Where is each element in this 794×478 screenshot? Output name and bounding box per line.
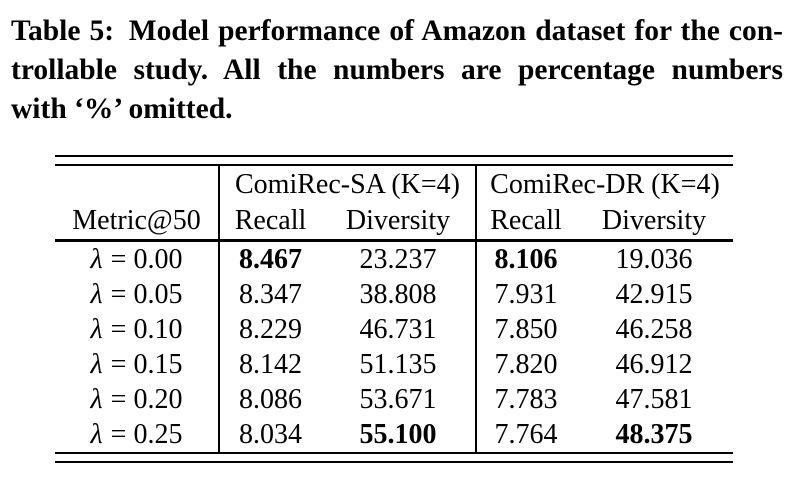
col-header-sa-recall: Recall [218, 203, 321, 239]
value-cell-sa-recall: 8.347 [218, 277, 321, 312]
table-caption: Table 5: Model performance of Amazon dat… [11, 12, 783, 129]
header-separator-rule [55, 239, 733, 242]
value-cell-sa-diversity: 51.135 [359, 348, 437, 380]
value-cell-dr-diversity: 19.036 [615, 243, 693, 275]
caption-line-3: with ‘%’ omitted. [11, 93, 233, 125]
lambda-value: = 0.15 [110, 348, 183, 380]
lambda-value: = 0.00 [110, 243, 183, 275]
lambda-value: = 0.25 [110, 418, 183, 450]
value-cell-dr-recall: 7.820 [475, 347, 575, 382]
value-cell-dr-diversity: 47.581 [615, 383, 693, 415]
col-header-dr-recall: Recall [475, 203, 575, 239]
corner-spacer [55, 166, 218, 203]
group-header-comirec-dr: ComiRec-DR (K=4) [475, 166, 733, 203]
table-bottom-rule [55, 452, 733, 463]
lambda-value: = 0.20 [110, 383, 183, 415]
value-cell-sa-recall: 8.086 [218, 382, 321, 417]
caption-line-2: trollable study. All the numbers are per… [11, 54, 783, 86]
metric-cell: λ = 0.25 [55, 417, 218, 452]
value-cell-dr-diversity: 46.912 [615, 348, 693, 380]
value-cell-sa-diversity: 23.237 [359, 243, 437, 275]
value-cell-dr-diversity: 48.375 [615, 418, 693, 450]
value-cell-sa-diversity: 46.731 [359, 313, 437, 345]
value-cell-sa-recall: 8.229 [218, 312, 321, 347]
value-cell-sa-recall: 8.142 [218, 347, 321, 382]
metric-cell: λ = 0.10 [55, 312, 218, 347]
metric-cell: λ = 0.05 [55, 277, 218, 312]
lambda-symbol: λ [90, 348, 103, 380]
col-header-sa-diversity: Diversity [345, 205, 451, 236]
table-top-rule [55, 155, 733, 166]
value-cell-sa-recall: 8.034 [218, 417, 321, 452]
value-cell-sa-diversity: 53.671 [359, 383, 437, 415]
value-cell-dr-diversity: 46.258 [615, 313, 693, 345]
table-grid: ComiRec-SA (K=4) ComiRec-DR (K=4) Metric… [55, 166, 733, 452]
metric-column-header: Metric@50 [72, 205, 201, 236]
value-cell-dr-recall: 7.931 [475, 277, 575, 312]
results-table: ComiRec-SA (K=4) ComiRec-DR (K=4) Metric… [55, 155, 733, 463]
value-cell-sa-recall: 8.467 [218, 242, 321, 277]
value-cell-sa-diversity: 55.100 [359, 418, 437, 450]
metric-cell: λ = 0.20 [55, 382, 218, 417]
value-cell-dr-recall: 7.850 [475, 312, 575, 347]
lambda-symbol: λ [90, 243, 103, 275]
metric-cell: λ = 0.00 [55, 242, 218, 277]
lambda-value: = 0.05 [110, 278, 183, 310]
value-cell-dr-recall: 7.783 [475, 382, 575, 417]
caption-line-1: Table 5: Model performance of Amazon dat… [11, 15, 783, 47]
lambda-symbol: λ [90, 313, 103, 345]
value-cell-sa-diversity: 38.808 [359, 278, 437, 310]
lambda-symbol: λ [90, 278, 103, 310]
group-header-comirec-sa: ComiRec-SA (K=4) [218, 166, 475, 203]
col-header-dr-diversity: Diversity [601, 205, 707, 236]
value-cell-dr-recall: 8.106 [475, 242, 575, 277]
value-cell-dr-diversity: 42.915 [615, 278, 693, 310]
lambda-value: = 0.10 [110, 313, 183, 345]
metric-cell: λ = 0.15 [55, 347, 218, 382]
lambda-symbol: λ [90, 418, 103, 450]
value-cell-dr-recall: 7.764 [475, 417, 575, 452]
lambda-symbol: λ [90, 383, 103, 415]
